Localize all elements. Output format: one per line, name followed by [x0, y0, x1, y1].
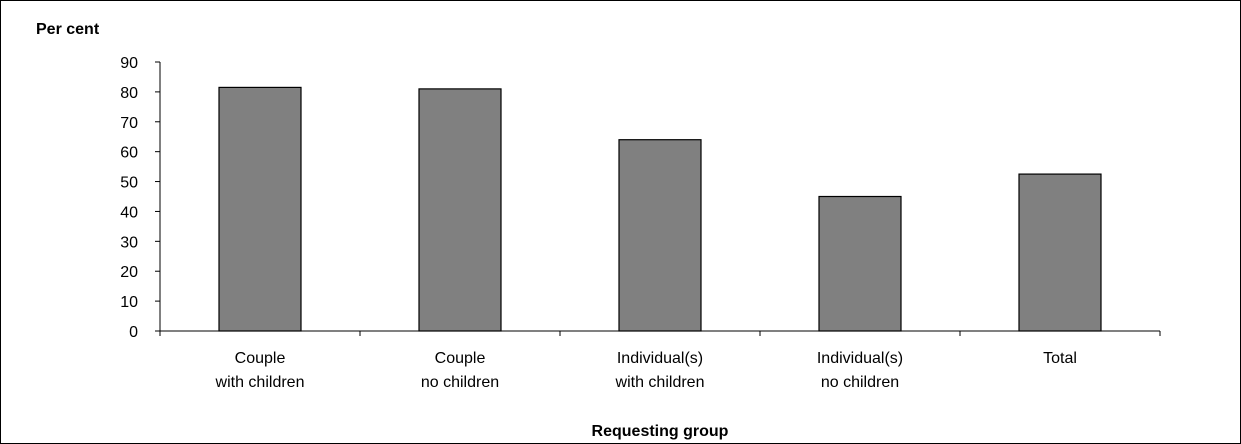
- y-tick-label-3: 30: [120, 234, 138, 251]
- y-tick-label-1: 10: [120, 294, 138, 311]
- bar-2: [618, 139, 702, 332]
- y-axis-title: Per cent: [36, 21, 100, 38]
- x-tick-label-3: Individual(s) no children: [817, 350, 903, 391]
- x-tick-label-1: Couple no children: [421, 350, 499, 391]
- bars-layer: [218, 86, 1102, 332]
- y-tick-label-9: 90: [120, 55, 138, 72]
- bar-3: [818, 195, 902, 332]
- labels-layer: 0 10 20 30 40 50 60 70 80 90 Couple with children Co…: [120, 55, 1077, 391]
- y-tick-label-5: 50: [120, 175, 138, 192]
- bar-1: [418, 88, 502, 332]
- bar-4: [1018, 173, 1102, 332]
- x-tick-label-0: Couple with children: [215, 350, 305, 391]
- y-tick-label-2: 20: [120, 264, 138, 281]
- x-axis-title: Requesting group: [592, 423, 729, 440]
- axes-layer: [155, 61, 1161, 336]
- y-tick-label-0: 0: [129, 324, 138, 341]
- x-tick-label-2: Individual(s) with children: [615, 350, 705, 391]
- y-tick-label-7: 70: [120, 115, 138, 132]
- y-tick-label-8: 80: [120, 85, 138, 102]
- bar-0: [218, 86, 302, 332]
- y-tick-label-4: 40: [120, 204, 138, 221]
- x-tick-label-4: Total: [1043, 350, 1077, 367]
- y-tick-label-6: 60: [120, 145, 138, 162]
